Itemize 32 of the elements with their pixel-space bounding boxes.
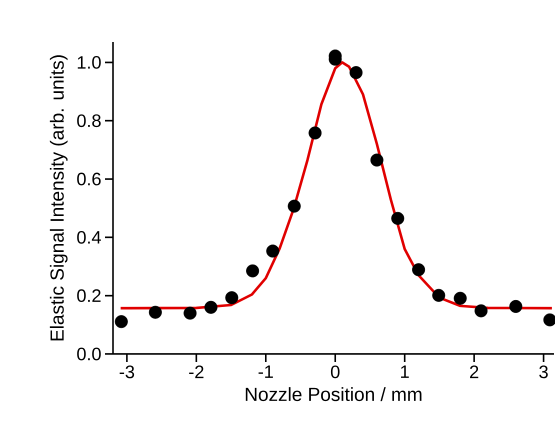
y-tick-label: 0.2: [77, 289, 101, 302]
point: [225, 291, 238, 304]
point: [391, 212, 404, 225]
point: [308, 126, 322, 140]
point: [370, 154, 384, 167]
point: [204, 300, 218, 314]
y-tick-label: 0.8: [77, 114, 101, 128]
point: [266, 244, 280, 258]
point: [114, 315, 128, 328]
point: [432, 288, 446, 302]
x-tick-label: 1: [401, 366, 409, 378]
x-tick-label: 2: [470, 366, 478, 378]
x-tick-label: -2: [189, 366, 204, 378]
x-tick-label: -1: [258, 366, 273, 378]
point: [288, 200, 301, 213]
y-axis-title: Elastic Signal Intensity (arb. units): [50, 55, 68, 340]
point: [412, 263, 426, 276]
x-tick-label: 0: [330, 366, 340, 378]
x-tick-label: -3: [120, 366, 134, 378]
point: [474, 304, 488, 318]
point: [350, 66, 363, 80]
y-tick-label: 0.0: [77, 348, 101, 360]
x-axis-title: Nozzle Position / mm: [246, 387, 422, 402]
point: [184, 306, 197, 320]
point: [246, 264, 260, 278]
y-tick-label: 0.6: [77, 172, 101, 186]
point: [148, 306, 162, 319]
x-tick-label: 3: [539, 366, 548, 378]
point: [454, 292, 467, 305]
y-tick-label: 0.4: [77, 230, 101, 244]
point: [509, 300, 522, 313]
y-tick-label: 1.0: [78, 56, 101, 69]
